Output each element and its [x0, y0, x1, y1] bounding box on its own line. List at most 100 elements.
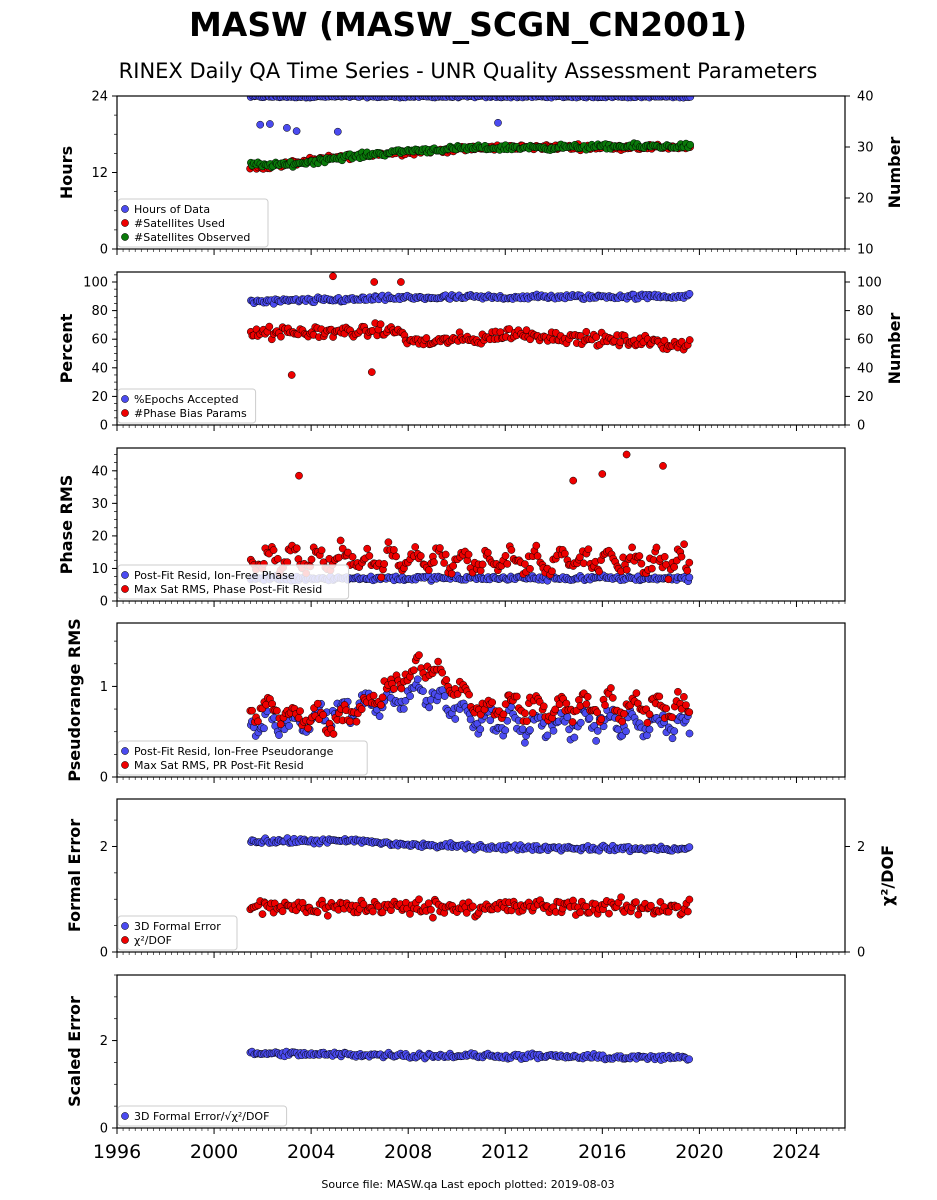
- data-point: [685, 573, 694, 582]
- legend-label: #Satellites Observed: [134, 231, 250, 244]
- outlier-point: [256, 120, 265, 129]
- data-point: [685, 289, 694, 298]
- legend-box: [117, 198, 269, 248]
- y-right-tick-label: 10: [857, 243, 874, 258]
- y-axis-label: Pseudorange RMS: [65, 618, 84, 781]
- legend-label: Hours of Data: [134, 203, 210, 216]
- legend-marker: [121, 936, 129, 944]
- series-points: [246, 651, 694, 747]
- data-point: [622, 727, 630, 736]
- data-point: [522, 717, 531, 726]
- series-points: [246, 1047, 693, 1064]
- data-point: [429, 913, 437, 922]
- legend-marker: [121, 922, 129, 930]
- data-point: [486, 716, 495, 725]
- data-point: [532, 541, 541, 550]
- y-axis-label: Scaled Error: [65, 996, 84, 1107]
- data-point: [346, 717, 354, 726]
- data-point: [317, 546, 326, 555]
- data-point: [576, 908, 585, 917]
- y-tick-label: 80: [91, 304, 108, 319]
- data-point: [643, 718, 652, 727]
- data-point: [595, 567, 603, 576]
- data-point: [304, 724, 312, 733]
- y-tick-label: 10: [91, 562, 108, 577]
- legend-marker: [121, 571, 129, 579]
- outlier-point: [659, 462, 667, 470]
- data-point: [415, 651, 423, 659]
- data-point: [548, 567, 556, 576]
- data-point: [662, 704, 671, 713]
- y-tick-label: 2: [100, 840, 108, 855]
- outlier-point: [283, 124, 291, 132]
- series-1: [246, 96, 695, 136]
- data-point: [462, 909, 471, 917]
- data-point: [664, 575, 673, 584]
- data-point: [583, 692, 592, 701]
- footer-source: Source file: MASW.qa Last epoch plotted:…: [321, 1178, 614, 1191]
- data-point: [674, 687, 682, 696]
- data-point: [528, 709, 537, 717]
- data-point: [260, 724, 268, 733]
- data-point: [660, 336, 669, 345]
- data-point: [652, 543, 661, 552]
- x-tick-label: 2008: [384, 1141, 432, 1163]
- outlier-point: [295, 471, 303, 480]
- data-point: [476, 725, 485, 734]
- data-point: [484, 548, 492, 557]
- data-point: [422, 334, 431, 342]
- data-point: [323, 911, 332, 920]
- outlier-point: [367, 368, 376, 376]
- data-point: [427, 905, 435, 914]
- data-point: [685, 708, 694, 717]
- data-point: [570, 733, 579, 742]
- data-point: [397, 684, 406, 693]
- data-point: [258, 910, 267, 918]
- data-point: [254, 717, 262, 726]
- data-point: [278, 907, 287, 916]
- data-point: [390, 685, 398, 693]
- legend-box: [117, 740, 368, 776]
- y-right-tick-label: 0: [857, 419, 865, 434]
- data-point: [685, 336, 694, 344]
- data-point: [617, 893, 625, 902]
- y-tick-label: 12: [91, 166, 108, 181]
- data-point: [447, 569, 456, 578]
- legend-label: 3D Formal Error/√χ²/DOF: [134, 1110, 269, 1123]
- data-point: [593, 708, 602, 717]
- data-point: [436, 544, 444, 552]
- legend-marker: [121, 747, 129, 755]
- data-point: [582, 327, 591, 336]
- data-point: [501, 700, 510, 708]
- data-point: [505, 325, 514, 333]
- legend-marker: [121, 1112, 129, 1120]
- data-point: [476, 566, 485, 575]
- x-tick-label: 2012: [481, 1141, 529, 1163]
- data-point: [685, 729, 694, 738]
- data-point: [597, 715, 606, 723]
- y-tick-label: 0: [100, 1122, 108, 1137]
- data-point: [645, 710, 654, 719]
- y-axis-label: Phase RMS: [57, 475, 76, 575]
- data-point: [601, 701, 609, 710]
- data-point: [686, 96, 695, 101]
- data-point: [425, 703, 434, 712]
- data-point: [410, 666, 418, 675]
- series-3: [247, 139, 695, 172]
- data-point: [685, 1055, 693, 1064]
- data-point: [607, 684, 615, 692]
- legend-label: %Epochs Accepted: [134, 393, 239, 406]
- outlier-point: [494, 118, 502, 127]
- data-point: [670, 563, 679, 571]
- data-point: [469, 902, 477, 911]
- series-points: [246, 450, 694, 586]
- data-point: [686, 140, 695, 149]
- data-point: [620, 709, 628, 718]
- data-point: [369, 691, 378, 700]
- data-point: [683, 566, 692, 575]
- data-point: [269, 546, 278, 554]
- legend-label: Post-Fit Resid, Ion-Free Pseudorange: [134, 745, 334, 758]
- y-tick-label: 0: [100, 419, 108, 434]
- data-point: [647, 901, 655, 910]
- data-point: [616, 338, 625, 346]
